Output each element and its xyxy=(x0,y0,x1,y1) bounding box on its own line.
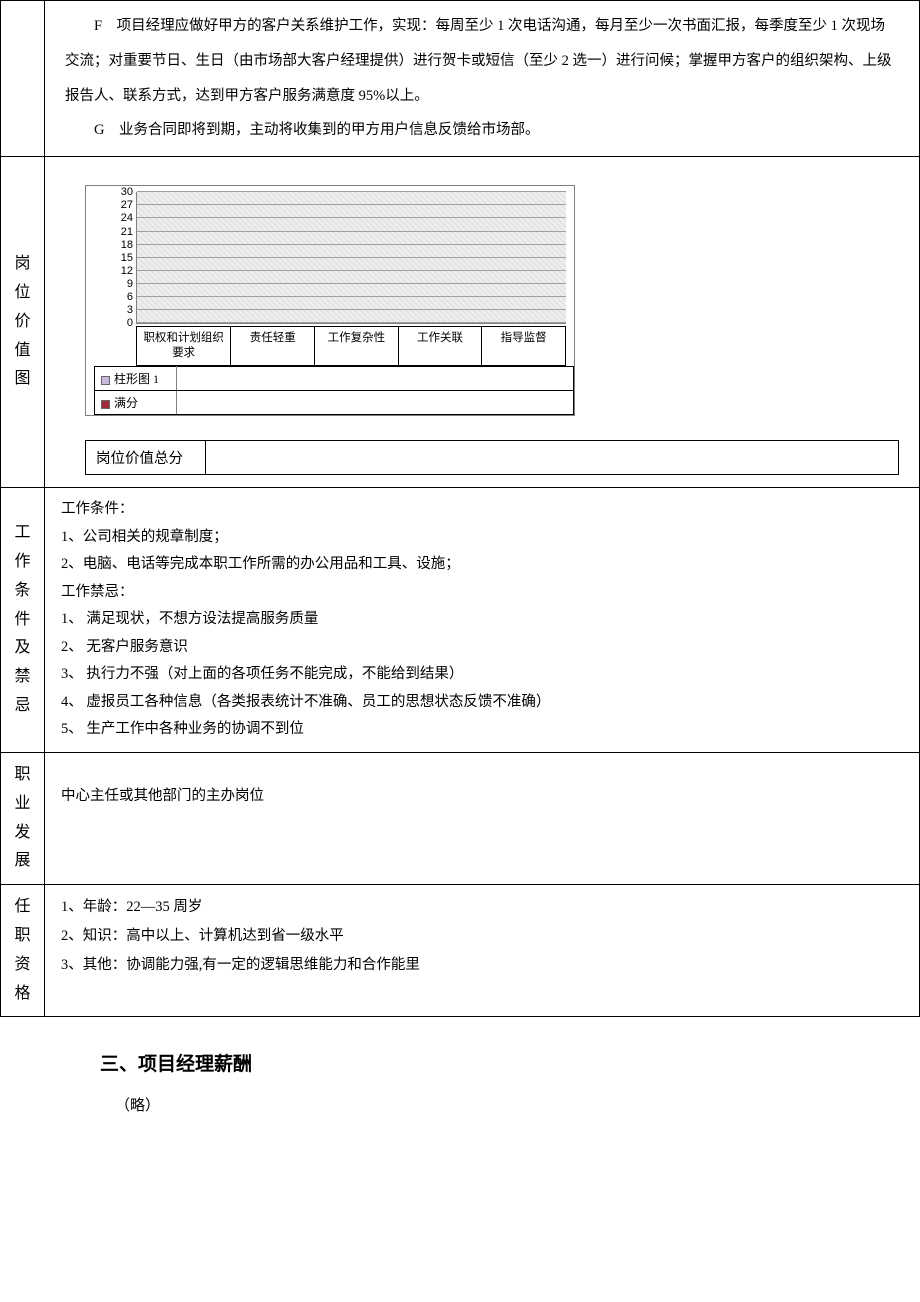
x-category: 工作复杂性 xyxy=(315,327,399,366)
conditions-content: 工作条件： 1、公司相关的规章制度； 2、电脑、电话等完成本职工作所需的办公用品… xyxy=(45,488,920,753)
label-char: 职 xyxy=(5,761,40,790)
chart-legend: 柱形图 1 满分 xyxy=(94,366,574,415)
legend-swatch-2 xyxy=(101,400,110,409)
label-char: 资 xyxy=(5,951,40,980)
paragraph-g: G 业务合同即将到期，主动将收集到的甲方用户信息反馈给市场部。 xyxy=(65,113,899,148)
paragraph-f: F 项目经理应做好甲方的客户关系维护工作，实现：每周至少 1 次电话沟通，每月至… xyxy=(65,9,899,113)
legend-item-1: 柱形图 1 xyxy=(95,367,177,391)
chart-outer: 0 3 6 9 12 15 18 21 24 27 30 职权 xyxy=(85,185,575,416)
label-char: 禁 xyxy=(5,663,40,692)
qualification-content: 1、年龄：22—35 周岁 2、知识：高中以上、计算机达到省一级水平 3、其他：… xyxy=(45,885,920,1017)
x-category: 职权和计划组织要求 xyxy=(137,327,231,366)
label-char: 值 xyxy=(5,337,40,366)
row-value-chart: 岗 位 价 值 图 0 3 6 9 12 15 18 21 xyxy=(1,157,920,488)
taboo-item: 4、 虚报员工各种信息（各类报表统计不准确、员工的思想状态反馈不准确） xyxy=(61,689,903,717)
row-top-content: F 项目经理应做好甲方的客户关系维护工作，实现：每周至少 1 次电话沟通，每月至… xyxy=(45,1,920,157)
label-char: 件 xyxy=(5,606,40,635)
legend-item-2: 满分 xyxy=(95,391,177,415)
legend-label: 柱形图 1 xyxy=(114,372,159,386)
label-char: 岗 xyxy=(5,250,40,279)
career-content: 中心主任或其他部门的主办岗位 xyxy=(45,752,920,884)
row-conditions: 工 作 条 件 及 禁 忌 工作条件： 1、公司相关的规章制度； 2、电脑、电话… xyxy=(1,488,920,753)
score-label: 岗位价值总分 xyxy=(86,441,206,475)
main-table: F 项目经理应做好甲方的客户关系维护工作，实现：每周至少 1 次电话沟通，每月至… xyxy=(0,0,920,1017)
label-char: 作 xyxy=(5,548,40,577)
career-label: 职 业 发 展 xyxy=(1,752,45,884)
label-char: 位 xyxy=(5,279,40,308)
y-tick: 12 xyxy=(109,265,133,277)
y-tick: 27 xyxy=(109,199,133,211)
qualification-label: 任 职 资 格 xyxy=(1,885,45,1017)
y-tick: 3 xyxy=(109,304,133,316)
y-tick: 15 xyxy=(109,252,133,264)
y-tick: 0 xyxy=(109,317,133,329)
x-category: 责任轻重 xyxy=(231,327,315,366)
legend-spacer-2 xyxy=(177,391,574,415)
section-3-title: 三、项目经理薪酬 xyxy=(100,1049,920,1076)
y-tick: 21 xyxy=(109,226,133,238)
label-char: 业 xyxy=(5,790,40,819)
cond-item: 2、电脑、电话等完成本职工作所需的办公用品和工具、设施； xyxy=(61,551,903,579)
y-tick: 30 xyxy=(109,186,133,198)
taboo-item: 1、 满足现状，不想方设法提高服务质量 xyxy=(61,606,903,634)
section-3-body: （略） xyxy=(115,1094,920,1115)
label-char: 图 xyxy=(5,365,40,394)
taboo-item: 3、 执行力不强（对上面的各项任务不能完成，不能给到结果） xyxy=(61,661,903,689)
x-axis-categories: 职权和计划组织要求 责任轻重 工作复杂性 工作关联 指导监督 xyxy=(136,326,566,366)
label-char: 展 xyxy=(5,847,40,876)
legend-label: 满分 xyxy=(114,396,138,410)
label-char: 条 xyxy=(5,577,40,606)
y-tick: 9 xyxy=(109,278,133,290)
qual-item: 1、年龄：22—35 周岁 xyxy=(61,893,903,922)
value-chart-label: 岗 位 价 值 图 xyxy=(1,157,45,488)
label-char: 价 xyxy=(5,308,40,337)
label-char: 及 xyxy=(5,634,40,663)
row-career: 职 业 发 展 中心主任或其他部门的主办岗位 xyxy=(1,752,920,884)
taboo-item: 2、 无客户服务意识 xyxy=(61,634,903,662)
score-value xyxy=(206,441,899,475)
cond-title: 工作条件： xyxy=(61,496,903,524)
y-tick: 18 xyxy=(109,239,133,251)
career-text: 中心主任或其他部门的主办岗位 xyxy=(61,781,903,813)
qual-item: 2、知识：高中以上、计算机达到省一级水平 xyxy=(61,922,903,951)
chart-plot-area: 0 3 6 9 12 15 18 21 24 27 30 xyxy=(136,192,566,324)
label-char: 任 xyxy=(5,893,40,922)
conditions-label: 工 作 条 件 及 禁 忌 xyxy=(1,488,45,753)
label-char: 格 xyxy=(5,980,40,1009)
qual-item: 3、其他：协调能力强,有一定的逻辑思维能力和合作能里 xyxy=(61,951,903,980)
row-qualification: 任 职 资 格 1、年龄：22—35 周岁 2、知识：高中以上、计算机达到省一级… xyxy=(1,885,920,1017)
row-top-label-cell xyxy=(1,1,45,157)
cond-item: 1、公司相关的规章制度； xyxy=(61,524,903,552)
label-char: 职 xyxy=(5,922,40,951)
legend-swatch-1 xyxy=(101,376,110,385)
x-category: 指导监督 xyxy=(482,327,566,366)
y-tick: 6 xyxy=(109,291,133,303)
score-table: 岗位价值总分 xyxy=(85,440,899,475)
taboo-item: 5、 生产工作中各种业务的协调不到位 xyxy=(61,716,903,744)
taboo-title: 工作禁忌： xyxy=(61,579,903,607)
row-top-text: F 项目经理应做好甲方的客户关系维护工作，实现：每周至少 1 次电话沟通，每月至… xyxy=(1,1,920,157)
chart-wrap: 0 3 6 9 12 15 18 21 24 27 30 职权 xyxy=(45,157,919,487)
legend-spacer-1 xyxy=(177,367,574,391)
document-page: F 项目经理应做好甲方的客户关系维护工作，实现：每周至少 1 次电话沟通，每月至… xyxy=(0,0,920,1115)
y-tick: 24 xyxy=(109,212,133,224)
value-chart-cell: 0 3 6 9 12 15 18 21 24 27 30 职权 xyxy=(45,157,920,488)
label-char: 工 xyxy=(5,519,40,548)
x-category: 工作关联 xyxy=(398,327,482,366)
label-char: 忌 xyxy=(5,692,40,721)
label-char: 发 xyxy=(5,819,40,848)
